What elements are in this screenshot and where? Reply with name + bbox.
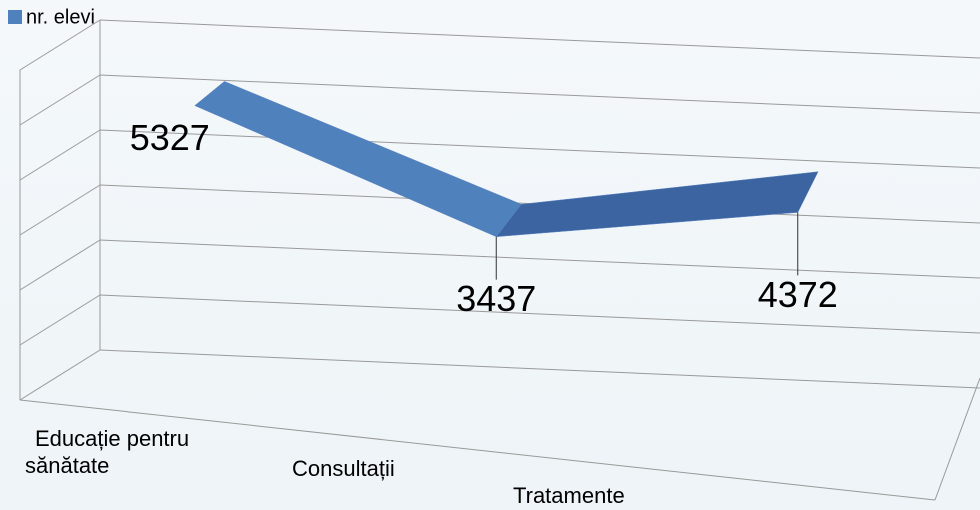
grid-line (99, 129, 980, 169)
legend-label: nr. elevi (26, 6, 95, 28)
floor-edge (19, 399, 936, 501)
ribbon-segment (194, 81, 522, 238)
grid-line (19, 19, 101, 71)
data-label: 4372 (758, 274, 838, 315)
legend-swatch (8, 10, 22, 24)
x-tick-label: Educație pentru sănătate (25, 426, 189, 478)
grid-line (19, 74, 101, 126)
grid-line (99, 19, 980, 59)
grid-line (19, 349, 101, 401)
grid-line (19, 239, 101, 291)
ribbon-segment (495, 171, 819, 237)
x-tick-label: Consultații (292, 456, 395, 481)
x-tick-label: Tratamente (513, 483, 625, 508)
data-label: 3437 (456, 278, 536, 319)
grid-line (19, 184, 101, 236)
data-label: 5327 (130, 117, 210, 158)
x-tick-label-line: Educație pentru (35, 426, 189, 451)
grid-line (99, 294, 980, 334)
grid-line (19, 294, 101, 346)
grid-line (19, 129, 101, 181)
grid-line (99, 349, 980, 389)
grid-line (99, 74, 980, 114)
floor-edge (934, 377, 980, 501)
x-tick-label-line: sănătate (25, 453, 109, 478)
grid-line (99, 239, 980, 279)
